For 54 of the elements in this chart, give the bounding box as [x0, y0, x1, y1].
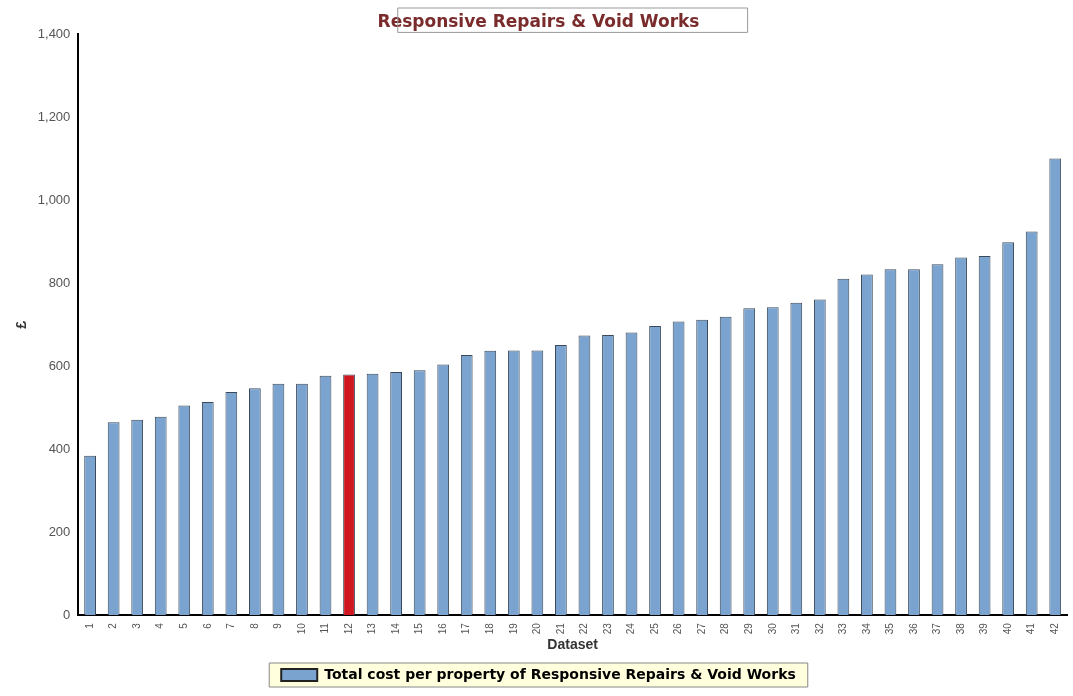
x-tick-label: 21 [554, 622, 566, 635]
x-axis-title: Dataset [547, 636, 599, 653]
x-tick-label: 13 [366, 622, 378, 635]
x-tick-label: 34 [860, 622, 872, 635]
x-tick-label: 39 [978, 622, 990, 635]
x-tick-label: 15 [413, 622, 425, 635]
x-tick-label: 41 [1025, 622, 1037, 635]
x-tick-label: 22 [578, 622, 590, 635]
y-tick-label: 1,000 [37, 191, 71, 207]
x-tick-label: 9 [272, 622, 284, 629]
x-tick-label: 6 [201, 622, 213, 629]
y-tick-label: 1,400 [37, 25, 71, 41]
x-tick-label: 42 [1048, 622, 1060, 635]
y-tick-label: 600 [48, 357, 71, 373]
x-tick-label: 32 [813, 622, 825, 635]
x-tick-label: 10 [295, 622, 307, 635]
x-tick-label: 33 [837, 622, 849, 635]
x-tick-label: 7 [225, 622, 237, 629]
x-tick-label: 36 [907, 622, 919, 635]
x-tick-label: 14 [389, 622, 401, 635]
y-tick-label: 0 [63, 606, 71, 622]
x-tick-label: 2 [107, 622, 119, 629]
x-tick-label: 25 [648, 622, 660, 635]
y-axis-title: £ [13, 320, 30, 329]
y-tick-label: 800 [48, 274, 71, 290]
x-tick-label: 28 [719, 622, 731, 635]
x-tick-label: 29 [742, 622, 754, 635]
x-tick-label: 1 [83, 622, 95, 629]
x-tick-label: 35 [884, 622, 896, 635]
x-tick-label: 37 [931, 622, 943, 635]
x-tick-label: 19 [507, 622, 519, 635]
x-tick-label: 3 [130, 622, 142, 629]
x-tick-label: 5 [178, 622, 190, 629]
y-tick-label: 200 [48, 523, 71, 539]
x-tick-label: 17 [460, 622, 472, 635]
x-tick-label: 38 [954, 622, 966, 635]
chart-title: Responsive Repairs & Void Works [377, 10, 700, 31]
x-tick-label: 23 [601, 622, 613, 635]
x-tick-label: 16 [436, 622, 448, 635]
x-tick-label: 40 [1001, 622, 1013, 635]
x-tick-label: 20 [531, 622, 543, 635]
x-tick-label: 27 [695, 622, 707, 635]
x-tick-label: 12 [342, 622, 354, 635]
x-tick-label: 24 [625, 622, 637, 635]
x-tick-label: 4 [154, 622, 166, 629]
x-tick-label: 30 [766, 622, 778, 635]
legend-label: Total cost per property of Responsive Repairs & Void Works [324, 665, 796, 682]
x-tick-label: 11 [319, 622, 331, 634]
x-tick-label: 18 [484, 622, 496, 635]
x-tick-label: 8 [248, 622, 260, 629]
x-tick-label: 31 [790, 622, 802, 635]
y-tick-label: 400 [48, 440, 71, 456]
y-tick-label: 1,200 [37, 108, 71, 124]
x-tick-label: 26 [672, 622, 684, 635]
